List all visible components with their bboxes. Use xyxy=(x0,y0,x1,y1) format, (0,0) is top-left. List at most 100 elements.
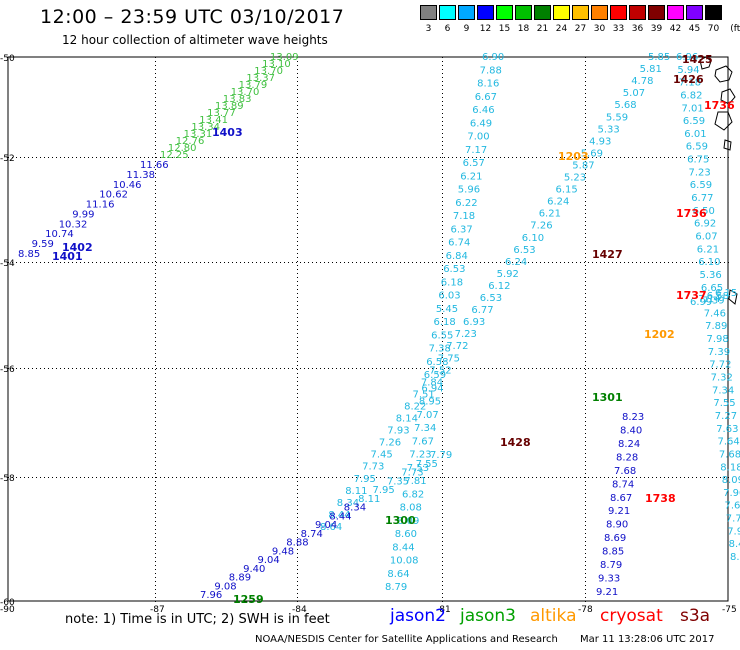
grid-dot xyxy=(297,401,298,402)
grid-dot xyxy=(585,197,586,198)
grid-dot xyxy=(308,262,309,263)
grid-dot xyxy=(297,589,298,590)
grid-dot xyxy=(155,161,156,162)
grid-dot xyxy=(116,262,117,263)
grid-dot xyxy=(388,262,389,263)
grid-dot xyxy=(224,477,225,478)
legend-unit: (ft) xyxy=(730,24,740,34)
grid-dot xyxy=(585,129,586,130)
grid-dot xyxy=(155,481,156,482)
grid-dot xyxy=(248,157,249,158)
grid-dot xyxy=(155,165,156,166)
grid-dot xyxy=(585,541,586,542)
grid-dot xyxy=(180,477,181,478)
grid-dot xyxy=(16,477,17,478)
grid-dot xyxy=(504,368,505,369)
grid-dot xyxy=(584,157,585,158)
grid-dot xyxy=(704,262,705,263)
grid-dot xyxy=(464,262,465,263)
grid-dot xyxy=(456,157,457,158)
grid-dot xyxy=(256,477,257,478)
grid-dot xyxy=(155,357,156,358)
grid-dot xyxy=(156,262,157,263)
wave-height-value: 13.70 xyxy=(231,87,260,98)
grid-dot xyxy=(356,157,357,158)
legend-label: 27 xyxy=(574,24,587,34)
grid-dot xyxy=(284,477,285,478)
grid-dot xyxy=(592,477,593,478)
grid-dot xyxy=(600,368,601,369)
grid-dot xyxy=(155,573,156,574)
grid-dot xyxy=(442,309,443,310)
grid-dot xyxy=(396,157,397,158)
grid-dot xyxy=(460,157,461,158)
grid-dot xyxy=(297,565,298,566)
grid-dot xyxy=(64,368,65,369)
grid-dot xyxy=(708,477,709,478)
grid-dot xyxy=(524,477,525,478)
grid-dot xyxy=(264,368,265,369)
grid-dot xyxy=(672,368,673,369)
grid-dot xyxy=(476,368,477,369)
grid-dot xyxy=(155,265,156,266)
grid-dot xyxy=(632,368,633,369)
grid-dot xyxy=(52,368,53,369)
wave-height-value: 8.11 xyxy=(358,494,380,505)
grid-dot xyxy=(336,157,337,158)
time-label: 1402 xyxy=(62,241,93,254)
wave-height-value: 6.03 xyxy=(438,291,460,302)
wave-height-value: 6.92 xyxy=(694,219,716,230)
grid-dot xyxy=(652,157,653,158)
grid-dot xyxy=(442,281,443,282)
grid-dot xyxy=(648,368,649,369)
grid-dot xyxy=(424,477,425,478)
grid-dot xyxy=(124,368,125,369)
grid-dot xyxy=(516,262,517,263)
grid-dot xyxy=(297,569,298,570)
grid-dot xyxy=(720,477,721,478)
grid-dot xyxy=(585,137,586,138)
grid-dot xyxy=(168,368,169,369)
wave-height-value: 7.72 xyxy=(709,360,731,371)
grid-dot xyxy=(442,349,443,350)
grid-dot xyxy=(585,569,586,570)
grid-dot xyxy=(297,489,298,490)
grid-dot xyxy=(155,197,156,198)
grid-dot xyxy=(124,157,125,158)
wave-height-value: 13.83 xyxy=(223,94,252,105)
wave-height-value: 5.94 xyxy=(677,65,699,76)
time-label: 1737 xyxy=(676,289,707,302)
grid-dot xyxy=(352,368,353,369)
grid-dot xyxy=(297,69,298,70)
grid-dot xyxy=(585,453,586,454)
grid-dot xyxy=(155,341,156,342)
grid-dot xyxy=(688,368,689,369)
grid-dot xyxy=(136,262,137,263)
grid-dot xyxy=(297,309,298,310)
grid-dot xyxy=(164,477,165,478)
grid-dot xyxy=(668,477,669,478)
grid-dot xyxy=(585,553,586,554)
lat-label: -58 xyxy=(0,474,15,484)
wave-height-value: 7.55 xyxy=(416,459,438,470)
grid-dot xyxy=(297,409,298,410)
grid-dot xyxy=(297,177,298,178)
wave-height-value: 7.68 xyxy=(719,449,740,460)
grid-dot xyxy=(297,369,298,370)
grid-dot xyxy=(155,149,156,150)
grid-dot xyxy=(442,205,443,206)
grid-dot xyxy=(72,157,73,158)
grid-dot xyxy=(412,368,413,369)
grid-dot xyxy=(696,262,697,263)
wave-height-value: 6.12 xyxy=(488,281,510,292)
wave-height-value: 9.48 xyxy=(272,546,294,557)
grid-dot xyxy=(442,269,443,270)
grid-dot xyxy=(60,477,61,478)
grid-dot xyxy=(544,368,545,369)
grid-dot xyxy=(468,157,469,158)
grid-dot xyxy=(442,277,443,278)
grid-dot xyxy=(155,473,156,474)
wave-height-value: 6.58 xyxy=(707,291,729,302)
grid-dot xyxy=(297,529,298,530)
grid-dot xyxy=(64,477,65,478)
